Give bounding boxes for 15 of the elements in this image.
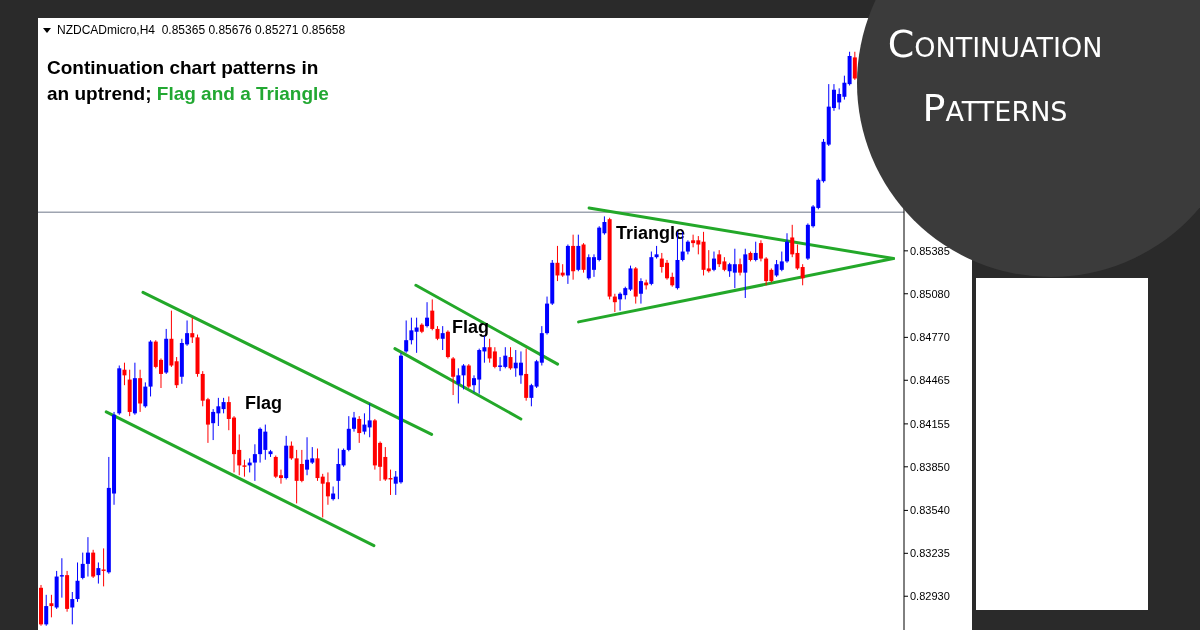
y-tick-label: 0.85385	[910, 244, 950, 257]
y-tick-label: 0.85080	[910, 287, 950, 300]
y-tick-label: 0.83540	[910, 504, 950, 517]
annotation: Triangle	[616, 223, 686, 243]
annotation: Flag	[245, 393, 283, 413]
annotation: Flag	[452, 317, 490, 337]
y-tick-label: 0.84155	[910, 417, 950, 430]
y-tick-label: 0.82930	[910, 590, 950, 603]
y-tick-label: 0.84770	[910, 331, 950, 344]
y-tick-label: 0.83850	[910, 460, 950, 473]
annotation: NZDCADmicro,H4 0.85365 0.85676 0.85271 0.85658	[57, 23, 346, 37]
y-tick-label: 0.84465	[910, 374, 950, 387]
text: Continuation Patterns	[887, 22, 1103, 130]
y-tick-label: 0.83235	[910, 547, 950, 560]
text: Continuation chart patterns in an uptrend; Flag and a Triangle	[47, 57, 329, 104]
